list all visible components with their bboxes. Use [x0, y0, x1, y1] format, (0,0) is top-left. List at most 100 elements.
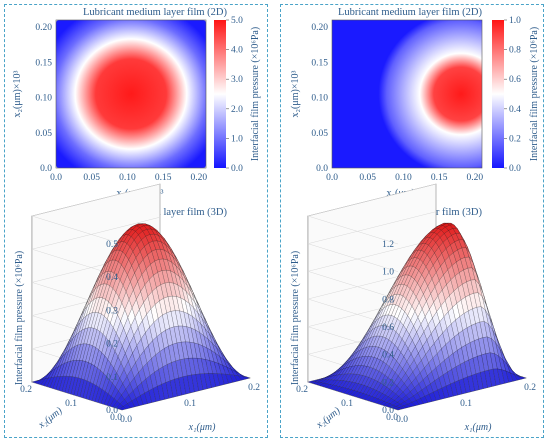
x1-tick-label: 0.1: [184, 399, 196, 409]
right-panel-frame: [280, 4, 544, 438]
colorbar-tick-label: 0.0: [231, 164, 243, 174]
y-tick-label: 0.20: [311, 23, 328, 33]
z-tick-label: 0.2: [106, 340, 118, 350]
y-tick-label: 0.10: [311, 94, 328, 104]
colorbar-tick-label: 3.0: [231, 75, 243, 85]
right-2d-colorbar-label: Interfacial film pressure (×10⁶Pa): [529, 27, 540, 161]
right-3d-x1label: x₁(μm): [464, 422, 492, 433]
right-2d-ylabel: x₂(μm)×10³: [290, 71, 301, 118]
left-2d-colorbar: [214, 20, 226, 168]
z-gridline: [307, 183, 437, 245]
z-tick-label: 0.6: [382, 323, 394, 333]
left-3d-x1-ticks: 0.0 0.1 0.2: [120, 383, 260, 425]
left-3d-surface: [31, 223, 251, 411]
colorbar-tick-label: 0.0: [509, 164, 521, 174]
z-tick-label: 0.0: [382, 406, 394, 416]
left-2d-colorbar-label: Interfacial film pressure (×10⁶Pa): [250, 27, 261, 161]
x1-tick-label: 0.0: [120, 415, 132, 425]
colorbar-tick-label: 4.0: [231, 46, 243, 56]
right-2d-title: Lubricant medium layer film (2D): [338, 7, 483, 18]
z-tick-label: 0.2: [382, 378, 394, 388]
x2-tick-label: 0.2: [296, 385, 308, 395]
x-tick-label: 0.05: [83, 173, 100, 183]
left-3d-zlabel: Interfacial film pressure (×10⁶Pa): [14, 251, 25, 385]
left-2d-y-ticks: 0.0 0.05 0.10 0.15 0.20: [35, 23, 52, 174]
left-2d-ylabel: x₂(μm)×10³: [12, 71, 23, 118]
colorbar-tick-label: 1.0: [509, 16, 521, 26]
z-tick-label: 1.0: [382, 268, 394, 278]
x-tick-label: 0.20: [467, 173, 484, 183]
right-2d-colorbar: [492, 20, 504, 168]
x2-tick-label: 0.2: [20, 385, 32, 395]
x-tick-label: 0.10: [119, 173, 136, 183]
z-tick-label: 0.4: [382, 351, 394, 361]
z-tick-label: 0.1: [106, 373, 118, 383]
z-gridline: [31, 216, 161, 278]
colorbar-tick-label: 0.2: [509, 134, 521, 144]
z-gridline: [31, 183, 161, 245]
y-tick-label: 0.20: [35, 23, 52, 33]
x-tick-label: 0.20: [191, 173, 208, 183]
right-3d-x2label: x₂(μm): [314, 405, 343, 431]
left-2d-plot-border: [55, 19, 207, 169]
y-tick-label: 0.0: [316, 164, 328, 174]
right-3d-x1-ticks: 0.0 0.1 0.2: [396, 383, 536, 425]
x2-tick-label: 0.0: [110, 413, 122, 423]
y-tick-label: 0.15: [311, 58, 328, 68]
x1-tick-label: 0.2: [524, 383, 536, 393]
right-3d-z-ticks: 0.0 0.2 0.4 0.6 0.8 1.0 1.2: [382, 240, 394, 416]
left-2d-title: Lubricant medium layer film (2D): [83, 7, 228, 18]
y-tick-label: 0.05: [311, 129, 328, 139]
right-2d-plot-border: [331, 19, 483, 169]
colorbar-tick-label: 0.8: [509, 46, 521, 56]
left-3d-z-ticks: 0.0 0.1 0.2 0.3 0.4 0.5: [106, 240, 118, 416]
z-gridline: [307, 211, 437, 272]
left-3d-x2-ticks: 0.2 0.1 0.0: [20, 385, 122, 423]
x2-tick-label: 0.1: [341, 399, 353, 409]
z-tick-label: 0.4: [106, 273, 118, 283]
right-2d-colorbar-ticks: 0.0 0.2 0.4 0.6 0.8 1.0: [504, 16, 521, 174]
z-tick-label: 1.2: [382, 240, 394, 250]
x-tick-label: 0.0: [50, 173, 62, 183]
x1-tick-label: 0.0: [396, 415, 408, 425]
z-tick-label: 0.3: [106, 306, 118, 316]
colorbar-tick-label: 0.4: [509, 105, 521, 115]
left-2d-chart: Lubricant medium layer film (2D) 0.0 0.05…: [12, 7, 261, 199]
left-3d-chart: Lubricant medium layer film (3D) 0.00.10…: [14, 183, 260, 433]
x-tick-label: 0.15: [431, 173, 448, 183]
colorbar-tick-label: 1.0: [231, 134, 243, 144]
right-3d-chart: Lubricant medium layer film (3D) 0.00.20…: [290, 183, 536, 433]
z-gridline: [307, 266, 437, 328]
x1-tick-label: 0.1: [460, 399, 472, 409]
right-2d-x-ticks: 0.0 0.05 0.10 0.15 0.20: [326, 173, 483, 183]
right-2d-heatmap: [332, 20, 482, 168]
left-panel-frame: [4, 4, 268, 438]
colorbar-tick-label: 5.0: [231, 16, 243, 26]
y-tick-label: 0.0: [40, 164, 52, 174]
right-2d-chart: Lubricant medium layer film (2D) 0.0 0.05…: [290, 7, 540, 199]
x-tick-label: 0.05: [359, 173, 376, 183]
x-tick-label: 0.15: [155, 173, 172, 183]
z-tick-label: 0.8: [382, 295, 394, 305]
right-3d-x2-ticks: 0.2 0.1 0.0: [296, 385, 398, 423]
right-2d-y-ticks: 0.0 0.05 0.10 0.15 0.20: [311, 23, 328, 174]
y-tick-label: 0.05: [35, 129, 52, 139]
left-2d-colorbar-ticks: 0.0 1.0 2.0 3.0 4.0 5.0: [226, 16, 243, 174]
x-tick-label: 0.0: [326, 173, 338, 183]
z-tick-label: 0.5: [106, 240, 118, 250]
surface-facet: [518, 376, 527, 380]
y-tick-label: 0.15: [35, 58, 52, 68]
x-tick-label: 0.10: [395, 173, 412, 183]
x2-tick-label: 0.0: [386, 413, 398, 423]
colorbar-tick-label: 0.6: [509, 75, 521, 85]
y-tick-label: 0.10: [35, 94, 52, 104]
z-gridline: [307, 239, 437, 300]
left-2d-x-ticks: 0.0 0.05 0.10 0.15 0.20: [50, 173, 207, 183]
z-tick-label: 0.0: [106, 406, 118, 416]
left-2d-heatmap: [56, 20, 206, 168]
x1-tick-label: 0.2: [248, 383, 260, 393]
right-3d-zlabel: Interfacial film pressure (×10⁶Pa): [290, 251, 301, 385]
x2-tick-label: 0.1: [65, 399, 77, 409]
left-3d-x1label: x₁(μm): [188, 422, 216, 433]
